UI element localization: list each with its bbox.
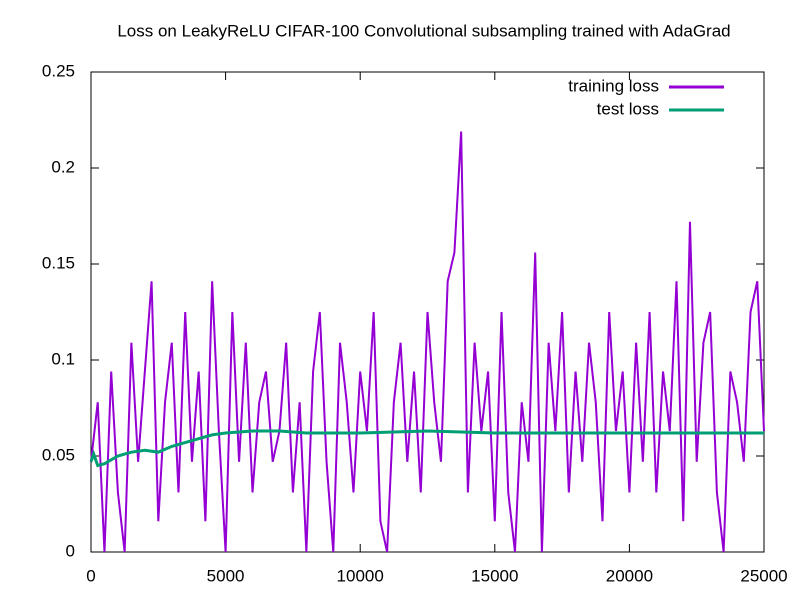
x-tick-label: 0 (86, 566, 95, 585)
x-tick-label: 20000 (606, 566, 653, 585)
series-line (89, 429, 764, 468)
y-tick-label: 0.2 (51, 157, 75, 176)
legend-label: training loss (568, 76, 659, 95)
plot-border (90, 71, 765, 553)
x-tick-label: 10000 (337, 566, 384, 585)
y-tick-label: 0.15 (42, 253, 75, 272)
y-tick-label: 0.05 (42, 445, 75, 464)
y-tick-label: 0 (66, 541, 75, 560)
y-tick-label: 0.1 (51, 349, 75, 368)
x-tick-label: 15000 (471, 566, 518, 585)
y-tick-label: 0.25 (42, 61, 75, 80)
x-tick-label: 25000 (740, 566, 787, 585)
x-tick-label: 5000 (207, 566, 245, 585)
chart-title: Loss on LeakyReLU CIFAR-100 Convolutiona… (117, 21, 730, 40)
series-line (90, 131, 765, 553)
legend-label: test loss (597, 99, 659, 118)
